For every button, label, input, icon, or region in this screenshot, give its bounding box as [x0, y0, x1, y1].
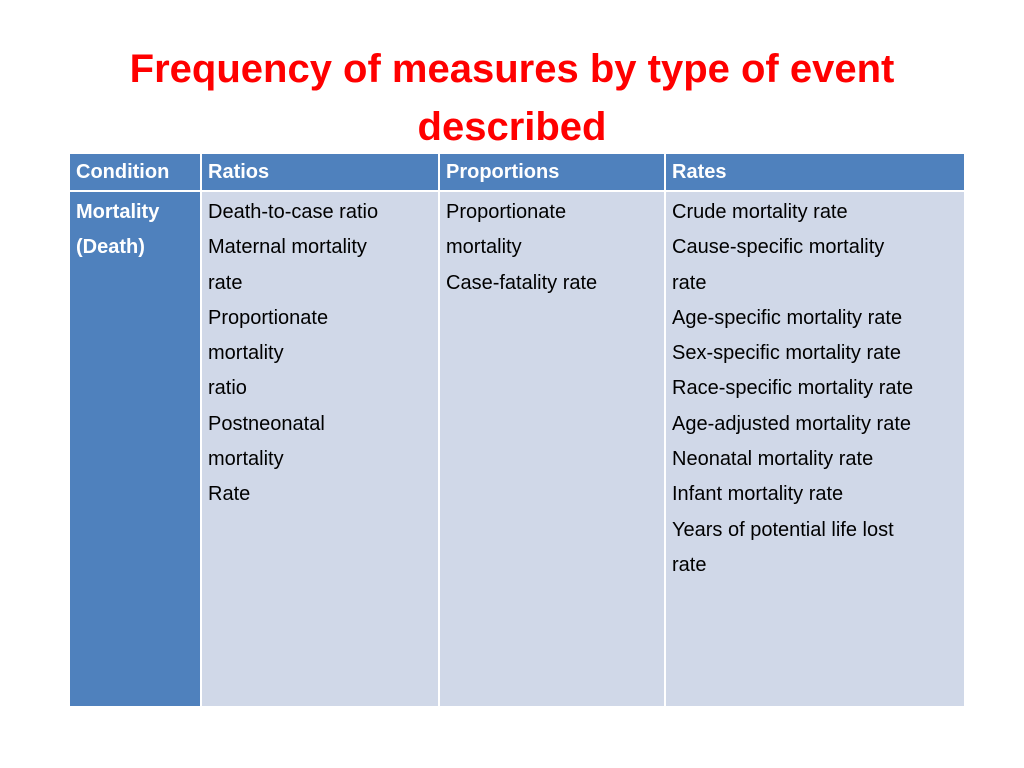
rates-line: Neonatal mortality rate: [672, 448, 874, 471]
rates-line: Sex-specific mortality rate: [672, 342, 901, 365]
rates-line: Years of potential life lost: [672, 518, 894, 541]
header-rates: Rates: [664, 152, 966, 192]
ratios-line: Maternal mortality: [208, 236, 367, 259]
ratios-line: mortality: [208, 342, 284, 365]
proportions-line: Proportionate: [446, 201, 567, 223]
rates-line: Race-specific mortality rate: [672, 377, 914, 400]
ratios-line: Rate: [208, 483, 251, 506]
rates-line: rate: [672, 271, 707, 294]
rates-line: Cause-specific mortality: [672, 236, 885, 259]
condition-line: (Death): [76, 236, 145, 259]
ratios-line: mortality: [208, 448, 284, 471]
slide-title: Frequency of measures by type of event d…: [129, 47, 895, 149]
condition-cell: Mortality (Death): [68, 190, 202, 708]
header-row: Condition Ratios Proportions Rates: [68, 152, 966, 192]
ratios-cell: Death-to-case ratio Maternal mortality r…: [200, 190, 440, 708]
table-row: Mortality (Death) Death-to-case ratio Ma…: [68, 190, 966, 708]
proportions-line: Case-fatality rate: [446, 271, 598, 294]
ratios-line: Death-to-case ratio: [208, 201, 379, 223]
header-proportions: Proportions: [438, 152, 666, 192]
rates-cell: Crude mortality rate Cause-specific mort…: [664, 190, 966, 708]
rates-line: Age-adjusted mortality rate: [672, 412, 912, 435]
measures-table: Condition Ratios Proportions Rates Morta…: [68, 152, 966, 708]
rates-line: rate: [672, 553, 707, 576]
ratios-line: Postneonatal: [208, 412, 325, 435]
rates-line: Age-specific mortality rate: [672, 306, 903, 329]
header-condition: Condition: [68, 152, 202, 192]
ratios-line: ratio: [208, 377, 247, 400]
proportions-line: mortality: [446, 236, 522, 259]
proportions-cell: Proportionate mortality Case-fatality ra…: [438, 190, 666, 708]
condition-line: Mortality: [76, 201, 160, 223]
rates-line: Crude mortality rate: [672, 201, 848, 223]
ratios-line: rate: [208, 271, 243, 294]
ratios-line: Proportionate: [208, 306, 329, 329]
rates-line: Infant mortality rate: [672, 483, 844, 506]
header-ratios: Ratios: [200, 152, 440, 192]
